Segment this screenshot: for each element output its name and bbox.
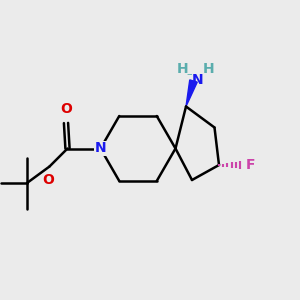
Text: O: O	[42, 173, 54, 187]
Text: O: O	[60, 102, 72, 116]
Polygon shape	[186, 80, 197, 106]
Text: N: N	[95, 142, 106, 155]
Text: H: H	[177, 62, 189, 76]
Text: –: –	[187, 69, 192, 80]
Text: H: H	[203, 62, 214, 76]
Text: F: F	[245, 158, 255, 172]
Text: N: N	[191, 73, 203, 86]
